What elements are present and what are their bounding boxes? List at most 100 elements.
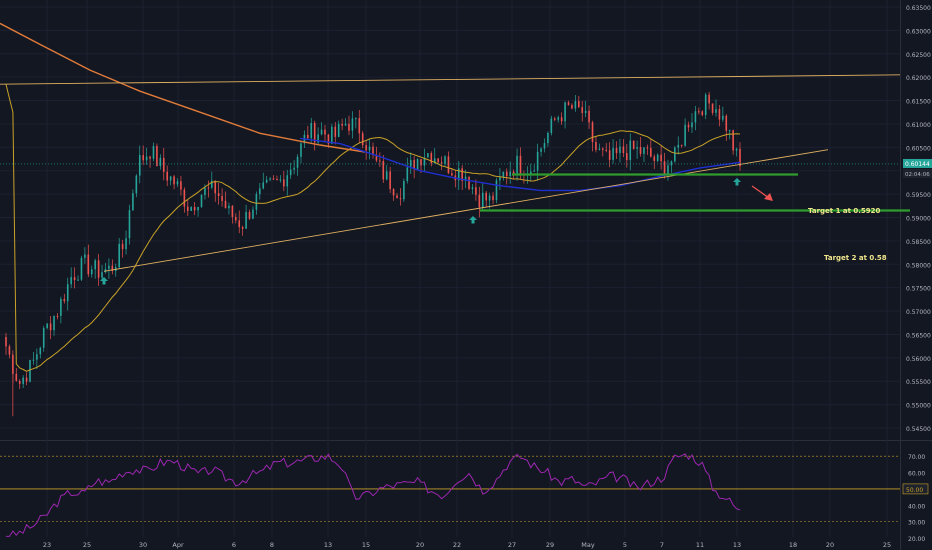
candle-down[interactable]	[173, 176, 175, 185]
candle-up[interactable]	[406, 167, 409, 182]
candle-down[interactable]	[283, 179, 285, 187]
candle-down[interactable]	[567, 102, 570, 105]
candle-down[interactable]	[272, 178, 275, 180]
candle-up[interactable]	[677, 144, 680, 148]
candle-down[interactable]	[183, 189, 186, 207]
candle-up[interactable]	[464, 176, 467, 181]
candle-down[interactable]	[207, 187, 210, 189]
candle-down[interactable]	[341, 123, 343, 126]
candle-up[interactable]	[94, 260, 96, 270]
candle-down[interactable]	[162, 157, 165, 172]
candle-up[interactable]	[344, 123, 347, 126]
candle-up[interactable]	[543, 143, 546, 149]
candle-up[interactable]	[509, 171, 511, 177]
candle-down[interactable]	[698, 111, 700, 113]
candle-up[interactable]	[691, 122, 693, 128]
candle-up[interactable]	[310, 123, 313, 139]
candle-up[interactable]	[444, 156, 446, 164]
candle-down[interactable]	[382, 161, 385, 180]
candle-down[interactable]	[156, 146, 158, 166]
candle-up[interactable]	[145, 156, 148, 161]
candle-up[interactable]	[262, 182, 265, 189]
candle-down[interactable]	[73, 277, 76, 281]
candle-up[interactable]	[385, 171, 388, 180]
candle-down[interactable]	[25, 377, 28, 382]
rising-trendline[interactable]	[103, 149, 829, 272]
candle-down[interactable]	[732, 130, 734, 151]
candle-down[interactable]	[214, 180, 217, 194]
candle-up[interactable]	[104, 268, 107, 273]
candle-down[interactable]	[241, 227, 244, 229]
candle-up[interactable]	[670, 161, 673, 166]
candle-down[interactable]	[235, 217, 237, 221]
candle-up[interactable]	[289, 169, 292, 176]
candle-down[interactable]	[430, 153, 433, 164]
candle-up[interactable]	[656, 154, 659, 161]
candle-down[interactable]	[372, 146, 374, 155]
candle-up[interactable]	[612, 148, 614, 160]
candle-up[interactable]	[138, 155, 141, 176]
candle-down[interactable]	[413, 159, 415, 170]
price-pane[interactable]	[5, 91, 741, 417]
candle-up[interactable]	[36, 354, 38, 360]
candle-up[interactable]	[90, 269, 93, 275]
candle-down[interactable]	[375, 154, 378, 161]
candle-down[interactable]	[392, 189, 395, 196]
candle-down[interactable]	[5, 336, 7, 347]
resistance-trendline[interactable]	[0, 74, 901, 85]
candle-down[interactable]	[440, 162, 443, 164]
candle-down[interactable]	[581, 107, 584, 113]
candle-down[interactable]	[461, 168, 463, 181]
candle-up[interactable]	[715, 109, 717, 113]
candle-down[interactable]	[650, 148, 652, 157]
candle-up[interactable]	[190, 207, 193, 211]
candle-up[interactable]	[337, 123, 340, 137]
candle-up[interactable]	[60, 298, 62, 316]
candle-down[interactable]	[307, 134, 309, 139]
candle-down[interactable]	[608, 150, 611, 160]
candle-up[interactable]	[159, 157, 162, 166]
candle-down[interactable]	[605, 149, 608, 151]
candle-up[interactable]	[735, 148, 738, 151]
candle-down[interactable]	[49, 323, 52, 331]
candle-down[interactable]	[248, 211, 251, 219]
candle-down[interactable]	[56, 315, 59, 317]
candle-down[interactable]	[12, 354, 14, 374]
candle-up[interactable]	[629, 140, 632, 161]
candle-down[interactable]	[660, 154, 662, 162]
candle-up[interactable]	[255, 194, 258, 210]
candle-down[interactable]	[708, 94, 710, 104]
candle-down[interactable]	[379, 160, 381, 162]
candle-down[interactable]	[553, 118, 556, 120]
candle-up[interactable]	[722, 115, 724, 120]
candle-down[interactable]	[475, 187, 477, 195]
candle-up[interactable]	[200, 194, 203, 207]
candle-down[interactable]	[276, 179, 278, 181]
candle-up[interactable]	[409, 159, 412, 168]
candle-up[interactable]	[29, 360, 31, 382]
candle-up[interactable]	[53, 315, 55, 331]
candle-down[interactable]	[725, 115, 728, 131]
candle-up[interactable]	[471, 187, 474, 189]
candle-up[interactable]	[481, 192, 484, 208]
candle-down[interactable]	[97, 260, 100, 278]
candle-up[interactable]	[135, 175, 138, 194]
candle-down[interactable]	[149, 156, 151, 159]
candle-up[interactable]	[540, 148, 542, 152]
candle-up[interactable]	[331, 126, 333, 144]
candle-up[interactable]	[176, 181, 179, 185]
candle-down[interactable]	[121, 243, 124, 250]
candle-up[interactable]	[427, 153, 429, 158]
candle-down[interactable]	[389, 171, 391, 190]
candle-up[interactable]	[296, 156, 299, 168]
candle-up[interactable]	[728, 130, 731, 132]
candle-down[interactable]	[639, 147, 642, 154]
candle-up[interactable]	[502, 171, 505, 178]
candle-up[interactable]	[204, 187, 206, 195]
candle-down[interactable]	[588, 110, 590, 123]
candle-up[interactable]	[46, 323, 48, 329]
candle-up[interactable]	[245, 211, 247, 229]
candle-up[interactable]	[351, 118, 354, 131]
candle-down[interactable]	[313, 123, 316, 143]
